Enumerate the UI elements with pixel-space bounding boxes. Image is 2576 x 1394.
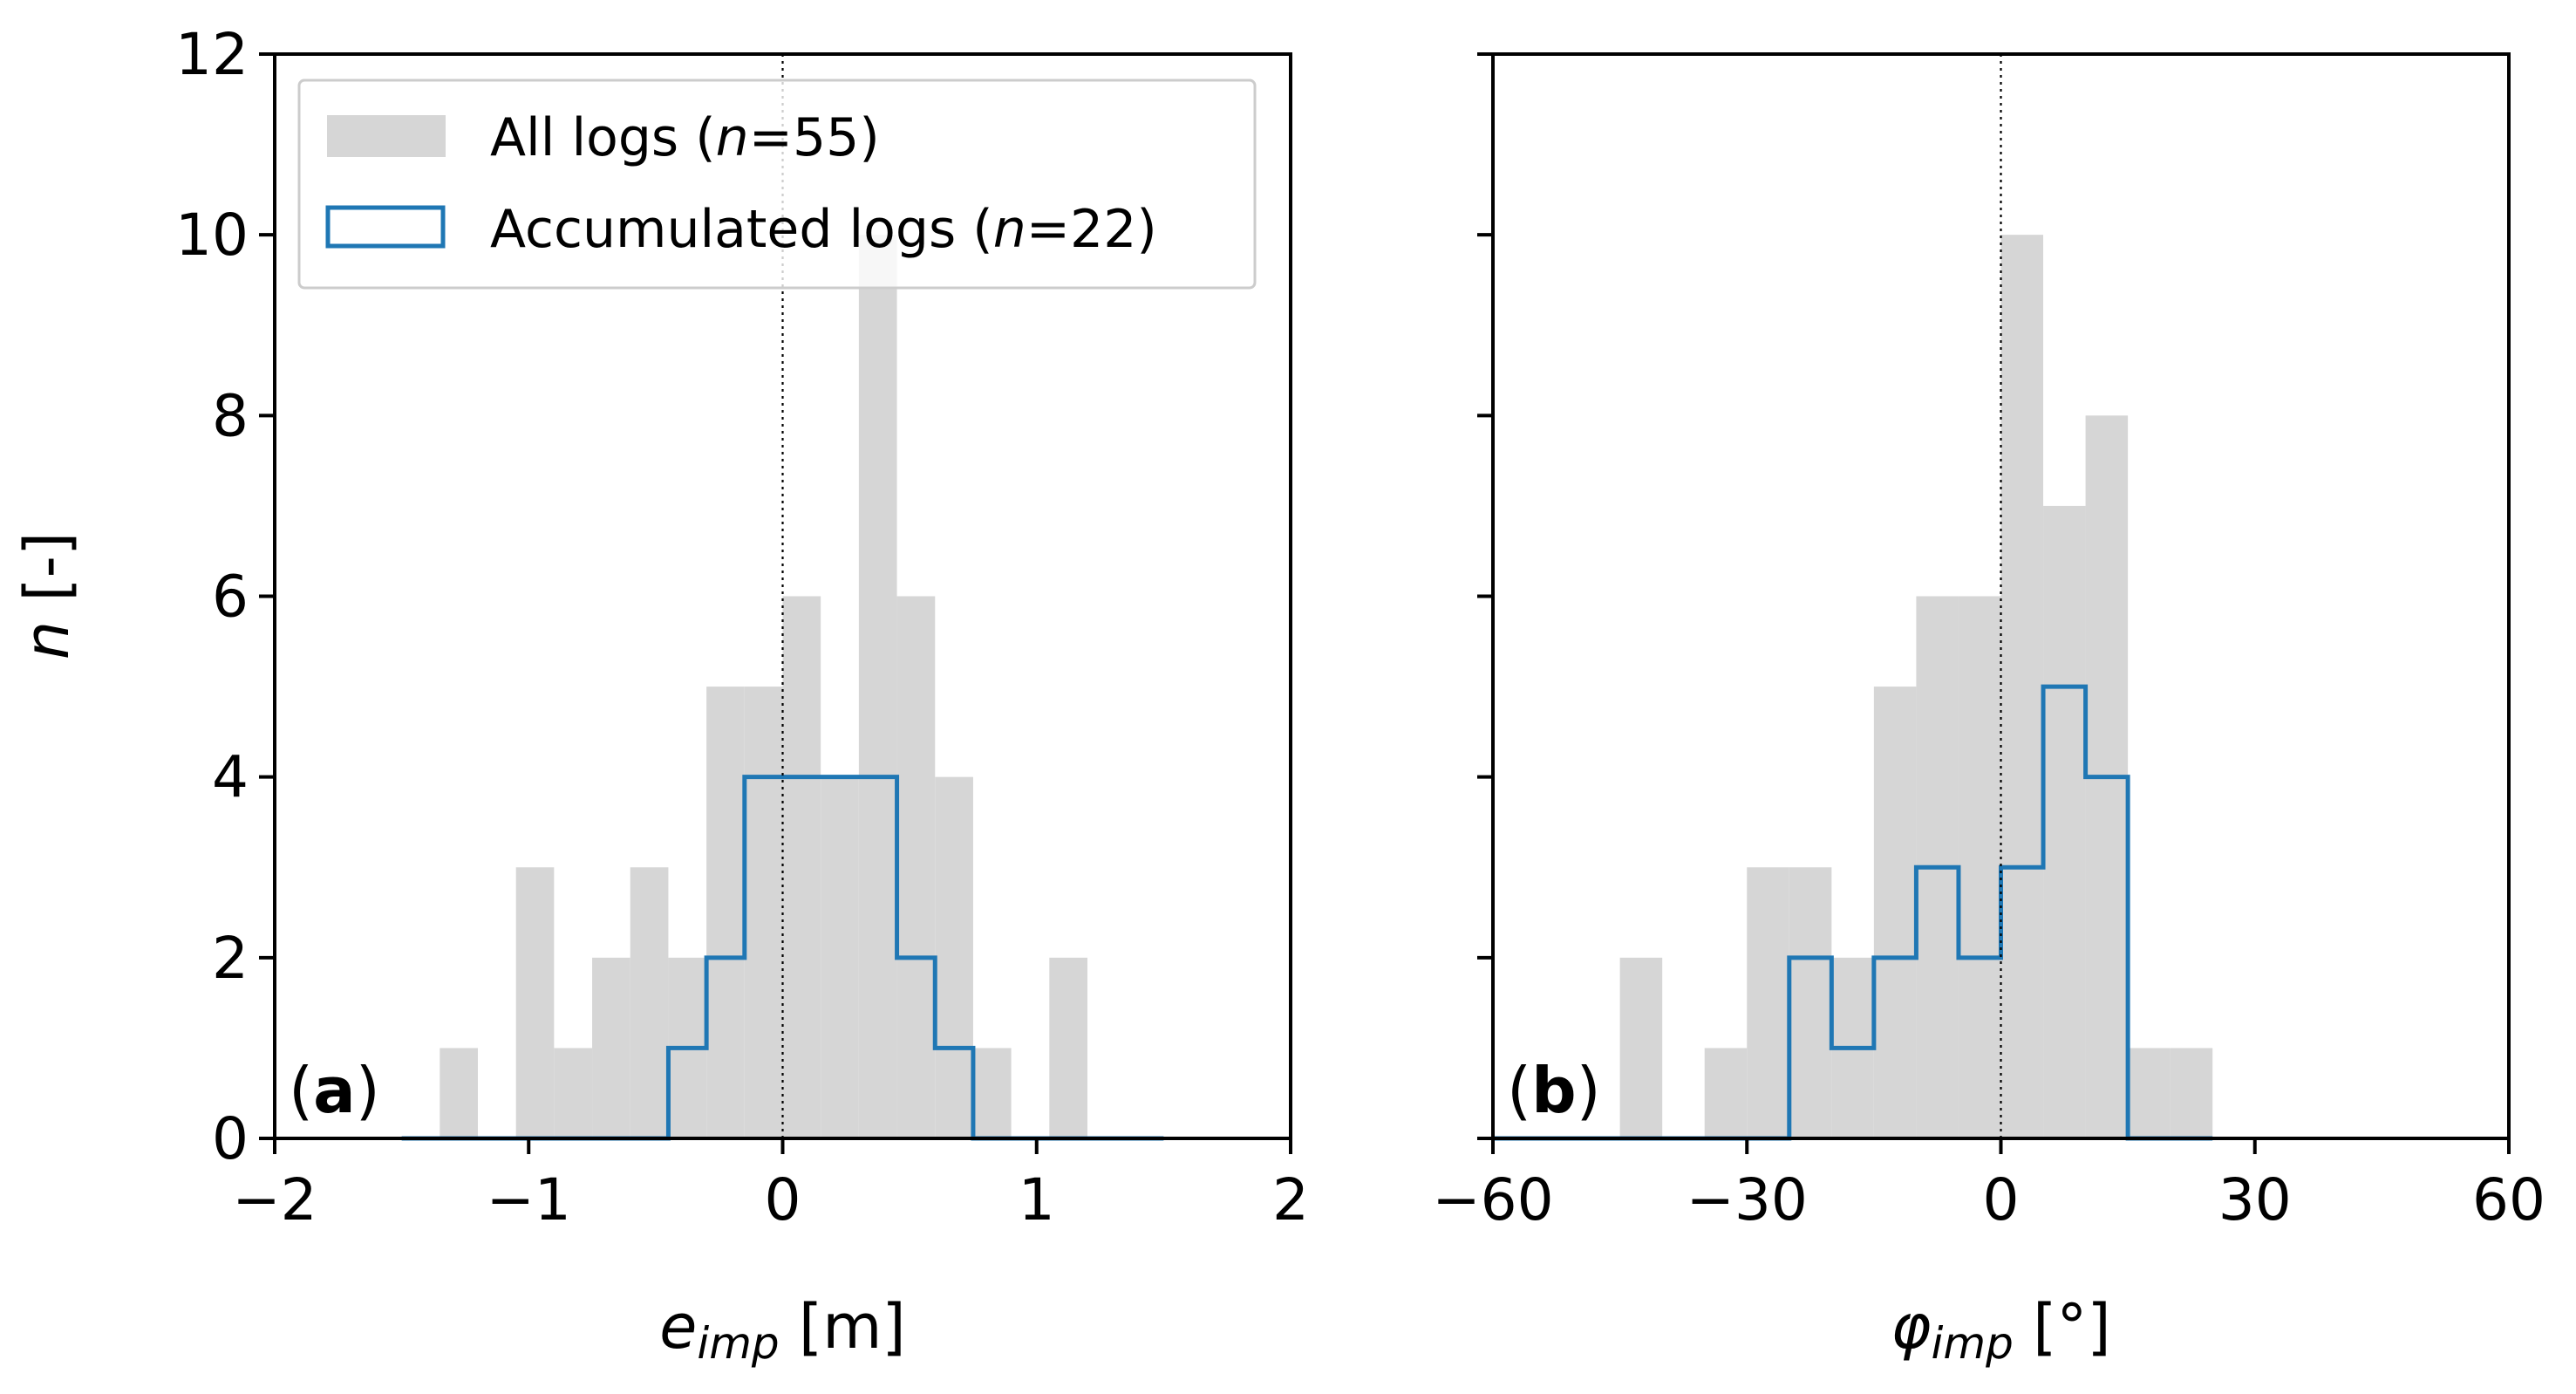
- all-logs-bar-a-9: [744, 687, 783, 1138]
- all-logs-bar-a-11: [821, 776, 859, 1138]
- y-tick-label-6: 12: [175, 21, 249, 88]
- all-logs-bar-a-4: [554, 1048, 593, 1138]
- legend-accumulated-logs-label: Accumulated logs (n=22): [490, 199, 1157, 260]
- panel-label-a: (a): [289, 1054, 380, 1127]
- all-logs-bar-a-15: [972, 1048, 1012, 1138]
- panel-label-b: (b): [1507, 1054, 1601, 1127]
- all-logs-bar-a-5: [592, 957, 630, 1138]
- y-axis-label-rest: [-]: [11, 532, 83, 621]
- x-tick-label-b-4: 60: [2472, 1166, 2545, 1233]
- legend: All logs (n=55) Accumulated logs (n=22): [297, 79, 1257, 290]
- legend-accum-post: =22): [1026, 199, 1157, 260]
- all-logs-bar-b-6: [1747, 867, 1789, 1138]
- legend-all-italic: n: [716, 107, 749, 168]
- all-logs-bar-b-13: [2043, 505, 2086, 1138]
- legend-accumulated-logs-swatch: [325, 205, 446, 249]
- x-tick-label-a-1: −1: [487, 1166, 571, 1233]
- legend-all-logs-swatch: [327, 115, 446, 157]
- all-logs-bar-a-13: [896, 596, 936, 1138]
- axes-frame-b: [1491, 52, 2511, 1140]
- x-axis-label-b-sub: imp: [1931, 1318, 2013, 1369]
- all-logs-bars-b: [1619, 235, 2213, 1139]
- y-tick-labels: 0 2 4 6 8 10 12: [175, 21, 249, 1172]
- legend-all-logs-label: All logs (n=55): [490, 107, 880, 168]
- y-tick-label-1: 2: [212, 925, 249, 992]
- all-logs-bar-a-14: [935, 776, 973, 1138]
- x-tick-labels-a: −2 −1 0 1 2: [232, 1166, 1309, 1233]
- x-tick-label-b-1: −30: [1687, 1166, 1808, 1233]
- x-tick-label-a-3: 1: [1019, 1166, 1055, 1233]
- panel-a: −2 −1 0 1 2 (a) eimp [m]: [232, 52, 1309, 1369]
- all-logs-bar-b-15: [2128, 1048, 2171, 1138]
- x-tick-label-b-0: −60: [1432, 1166, 1553, 1233]
- all-logs-bar-b-7: [1789, 867, 1832, 1138]
- all-logs-bar-b-3: [1619, 957, 1663, 1138]
- y-tick-label-3: 6: [212, 564, 249, 631]
- all-logs-bar-b-16: [2170, 1048, 2213, 1138]
- all-logs-bar-b-11: [1958, 596, 2001, 1138]
- all-logs-bar-a-17: [1049, 957, 1087, 1138]
- y-tick-label-2: 4: [212, 744, 249, 811]
- legend-accum-pre: Accumulated logs (: [490, 199, 993, 260]
- axis-ticks-b: [1477, 52, 2511, 1154]
- all-logs-bar-a-1: [440, 1048, 478, 1138]
- y-tick-label-0: 0: [212, 1105, 249, 1172]
- x-tick-label-a-0: −2: [232, 1166, 317, 1233]
- x-axis-label-a-unit: [m]: [780, 1291, 906, 1363]
- all-logs-bar-b-12: [2000, 235, 2044, 1139]
- x-tick-label-a-2: 0: [765, 1166, 801, 1233]
- y-axis-label: n [-]: [11, 532, 83, 660]
- all-logs-bar-a-6: [630, 867, 669, 1138]
- all-logs-bar-a-3: [515, 867, 555, 1138]
- all-logs-bar-a-12: [858, 235, 897, 1139]
- all-logs-bar-b-9: [1873, 687, 1917, 1138]
- legend-box: [297, 79, 1257, 290]
- x-axis-label-a-sub: imp: [697, 1318, 779, 1369]
- x-axis-label-b: φimp [°]: [1891, 1291, 2110, 1369]
- all-logs-bar-a-10: [782, 596, 821, 1138]
- legend-all-pre: All logs (: [490, 107, 716, 168]
- axis-ticks-a: [259, 52, 1292, 1154]
- x-axis-label-a-main: e: [659, 1291, 697, 1363]
- x-tick-labels-b: −60 −30 0 30 60: [1432, 1166, 2545, 1233]
- y-tick-label-4: 8: [212, 382, 249, 449]
- legend-all-post: =55): [749, 107, 880, 168]
- panel-b: −60 −30 0 30 60 (b) φimp [°]: [1432, 52, 2545, 1369]
- x-tick-label-b-3: 30: [2218, 1166, 2292, 1233]
- x-tick-label-a-4: 2: [1272, 1166, 1309, 1233]
- legend-accum-italic: n: [993, 199, 1026, 260]
- x-tick-label-b-2: 0: [1983, 1166, 2020, 1233]
- y-axis-label-italic: n: [11, 621, 83, 659]
- x-axis-label-b-main: φ: [1891, 1291, 1931, 1363]
- axes-frame-a: [273, 52, 1292, 1140]
- all-logs-bar-a-8: [706, 687, 745, 1138]
- panel-label-a-letter: a: [313, 1054, 356, 1127]
- panel-label-b-letter: b: [1531, 1054, 1577, 1127]
- all-logs-bars-a: [440, 235, 1087, 1139]
- x-axis-label-a: eimp [m]: [659, 1291, 905, 1369]
- all-logs-bar-b-5: [1704, 1048, 1748, 1138]
- y-tick-label-5: 10: [175, 202, 249, 269]
- x-axis-label-b-unit: [°]: [2014, 1291, 2111, 1363]
